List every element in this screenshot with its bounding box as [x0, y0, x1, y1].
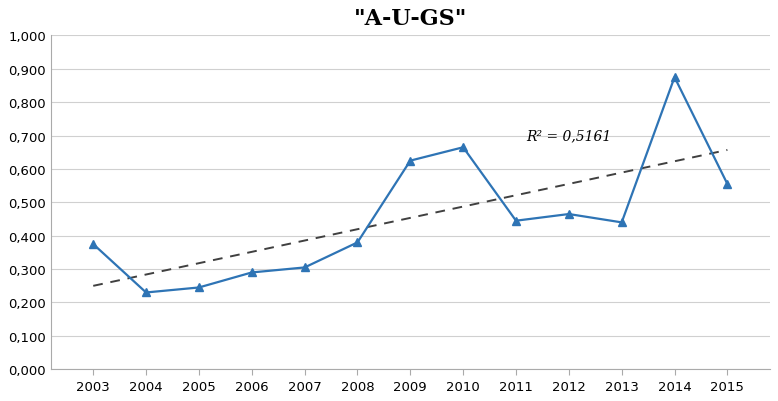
Title: "A-U-GS": "A-U-GS" [354, 8, 467, 30]
Text: R² = 0,5161: R² = 0,5161 [527, 129, 612, 143]
